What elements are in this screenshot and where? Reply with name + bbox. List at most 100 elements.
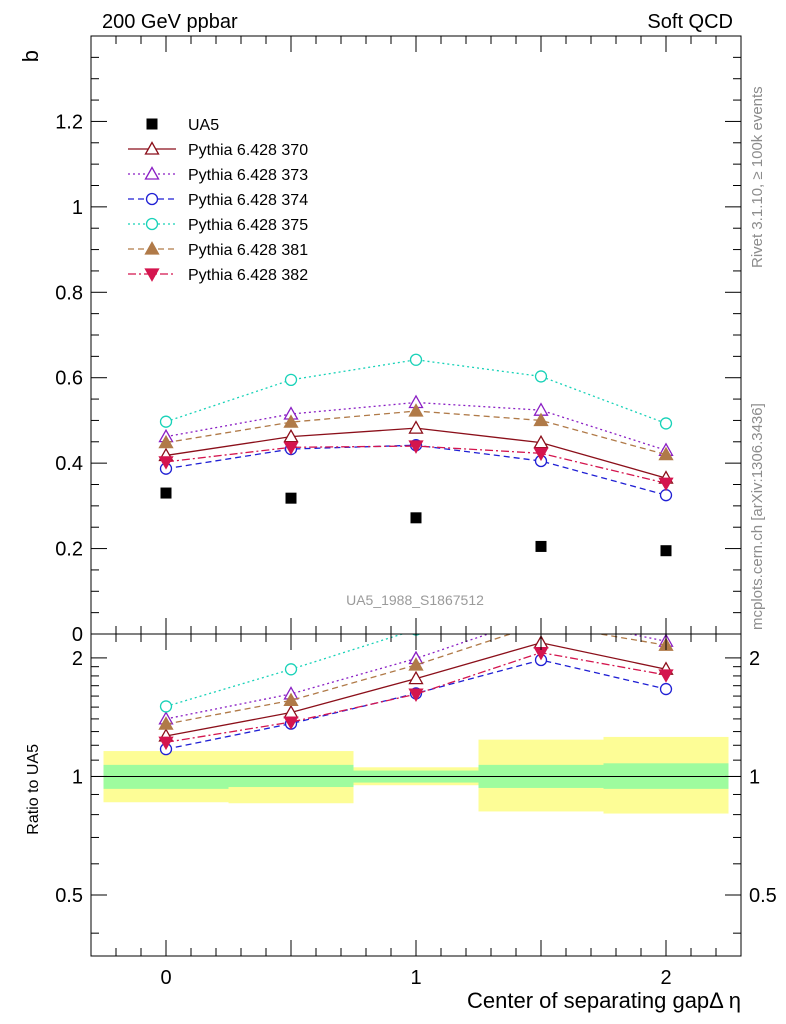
ratio-data-point [158, 716, 174, 730]
ratio-data-point [659, 682, 673, 696]
data-point [533, 434, 549, 449]
data-point [159, 415, 173, 428]
ratio-series-line [165, 651, 667, 743]
ratio-data-point [283, 692, 299, 707]
legend-label: Pythia 6.428 382 [188, 267, 308, 284]
data-point [160, 487, 172, 499]
data-point [659, 489, 673, 502]
ratio-y-tick-label-right: 2 [749, 648, 760, 670]
ratio-data-point [283, 716, 299, 730]
side-note-rivet: Rivet 3.1.10, ≥ 100k events [749, 86, 766, 268]
main-y-tick-label: 1.2 [55, 111, 83, 133]
data-point [408, 440, 424, 454]
ratio-series-4 [158, 634, 674, 730]
data-point [158, 456, 174, 470]
ratio-y-tick-label-right: 0.5 [749, 885, 777, 907]
ratio-series-5 [158, 646, 674, 751]
data-point [533, 447, 549, 462]
legend-entry: Pythia 6.428 381 [128, 241, 308, 259]
data-point [534, 370, 548, 383]
legend-label: Pythia 6.428 370 [188, 142, 308, 159]
legend-label: Pythia 6.428 373 [188, 167, 308, 184]
data-point [408, 403, 424, 417]
ratio-data-point [158, 736, 174, 751]
x-tick-label: 0 [160, 967, 171, 989]
header-right-title: Soft QCD [647, 11, 733, 33]
ratio-y-tick-label-right: 1 [749, 766, 760, 788]
legend-marker [144, 268, 160, 282]
ratio-data-point [536, 586, 547, 597]
watermark: UA5_1988_S1867512 [346, 592, 484, 608]
x-axis-title: Center of separating gapΔ η [467, 988, 741, 1013]
header-left-title: 200 GeV ppbar [102, 11, 238, 33]
ratio-series-line [165, 634, 405, 708]
series-4 [159, 353, 673, 430]
side-note-mcplots-text: mcplots.cern.ch [arXiv:1306.3436] [749, 403, 766, 630]
main-y-tick-label: 0.6 [55, 368, 83, 390]
legend-entry: Pythia 6.428 370 [128, 141, 308, 159]
side-note-mcplots: mcplots.cern.ch [arXiv:1306.3436] [749, 403, 766, 630]
ratio-series-line [165, 659, 667, 750]
legend-marker [144, 166, 160, 180]
legend-entry: Pythia 6.428 382 [128, 267, 308, 284]
data-point [283, 441, 299, 456]
data-point [409, 353, 423, 366]
legend-label: Pythia 6.428 381 [188, 242, 308, 259]
ratio-series-line [165, 634, 667, 725]
legend-marker [145, 192, 159, 206]
main-panel: 0 0.2 0.4 0.6 0.8 1 1.2 b [18, 35, 742, 646]
ratio-data-point [658, 669, 674, 683]
ratio-y-tick-label: 1 [72, 766, 83, 788]
main-y-tick-label: 1 [72, 197, 83, 219]
ratio-data-point [408, 670, 424, 685]
side-note-rivet-text: Rivet 3.1.10, ≥ 100k events [749, 86, 766, 268]
data-point [283, 428, 299, 443]
ratio-y-tick-label: 2 [72, 648, 83, 670]
legend: UA5 Pythia 6.428 370 Pythia 6.428 373 Pythi… [128, 117, 308, 284]
data-point [660, 545, 672, 557]
legend-entry: Pythia 6.428 374 [128, 192, 308, 209]
legend-marker [146, 118, 158, 130]
x-tick-label: 1 [410, 967, 421, 989]
data-point [284, 373, 298, 387]
x-tick-label: 2 [660, 967, 671, 989]
data-point [658, 446, 674, 461]
legend-entry: UA5 [146, 117, 219, 134]
ratio-data-point [159, 700, 173, 713]
ratio-y-axis-title: Ratio to UA5 [25, 744, 42, 835]
data-point [283, 414, 299, 428]
series-2 [158, 394, 674, 456]
series-6 [158, 440, 674, 492]
legend-label: UA5 [188, 117, 219, 134]
main-y-tick-label: 0.4 [55, 453, 83, 475]
legend-marker [144, 241, 160, 255]
ratio-data-point [408, 657, 424, 671]
series-5 [158, 403, 674, 461]
data-point [410, 512, 422, 524]
ratio-data-point [284, 663, 298, 676]
main-y-tick-label: 0.2 [55, 539, 83, 561]
ratio-data-point [408, 688, 424, 702]
ratio-y-tick-label: 0.5 [55, 885, 83, 907]
uncertainty-bands [103, 736, 729, 814]
legend-label: Pythia 6.428 375 [188, 217, 308, 234]
data-point [533, 412, 549, 427]
legend-marker [144, 141, 160, 155]
main-y-axis-title: b [18, 50, 43, 62]
main-y-tick-label: 0 [72, 624, 83, 646]
ratio-series-group [158, 586, 674, 756]
main-series-group [158, 353, 674, 557]
data-point [285, 492, 297, 504]
data-point [158, 434, 174, 449]
ratio-series-3 [159, 586, 547, 713]
series-line [165, 401, 667, 451]
series-0 [160, 487, 672, 557]
main-y-tick-label: 0.8 [55, 282, 83, 304]
legend-entry: Pythia 6.428 373 [128, 166, 308, 184]
legend-entry: Pythia 6.428 375 [128, 217, 308, 234]
data-point [658, 477, 674, 492]
series-line [165, 445, 667, 484]
legend-label: Pythia 6.428 374 [188, 192, 308, 209]
